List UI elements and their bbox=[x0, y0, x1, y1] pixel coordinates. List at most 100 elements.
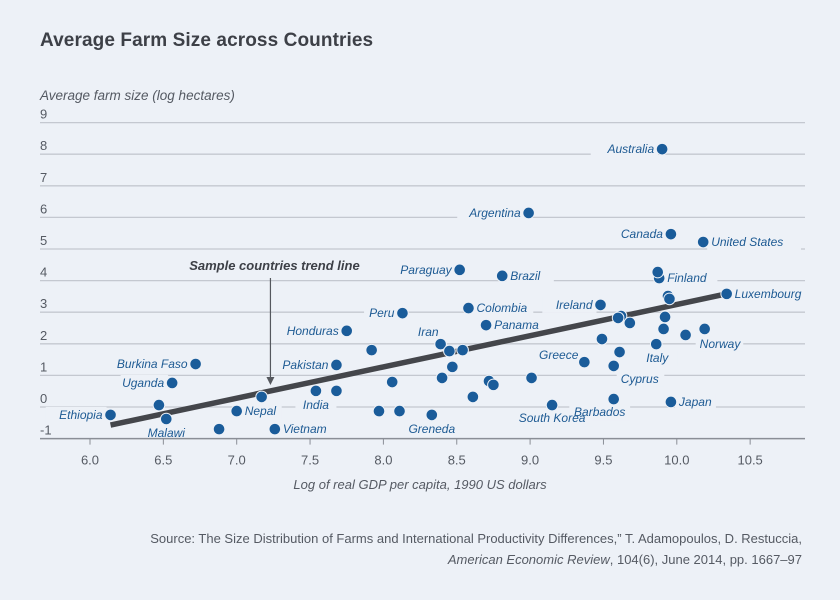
x-tick-label: 10.0 bbox=[664, 453, 689, 468]
point-label: Canada bbox=[621, 227, 663, 241]
point-greneda bbox=[425, 408, 439, 422]
point bbox=[443, 344, 456, 358]
x-tick-label: 8.0 bbox=[374, 453, 392, 468]
point bbox=[611, 311, 625, 325]
point-label: South Korea bbox=[519, 411, 586, 425]
label-background bbox=[120, 374, 169, 391]
label-background bbox=[394, 261, 456, 278]
point-luxembourg bbox=[720, 287, 733, 301]
point-label: Argentina bbox=[468, 206, 521, 220]
point-label: Ireland bbox=[556, 298, 593, 312]
source-line-2-rest: , 104(6), June 2014, pp. 1667–97 bbox=[609, 552, 802, 567]
point-label: Finland bbox=[667, 271, 707, 285]
point-canada bbox=[664, 227, 678, 241]
point-australia bbox=[655, 142, 669, 156]
label-background bbox=[511, 410, 593, 427]
point-label: Malawi bbox=[148, 426, 186, 440]
point bbox=[595, 332, 609, 346]
point-label: Greece bbox=[539, 348, 579, 362]
label-background bbox=[619, 226, 667, 243]
label-background bbox=[457, 204, 525, 221]
point-peru bbox=[396, 306, 409, 320]
y-tick-label: 8 bbox=[40, 138, 47, 153]
label-background bbox=[695, 335, 744, 352]
y-tick-label: 6 bbox=[40, 201, 47, 216]
label-background bbox=[104, 356, 192, 373]
point-italy bbox=[649, 337, 663, 351]
label-background bbox=[295, 396, 337, 413]
x-tick-label: 10.5 bbox=[737, 453, 762, 468]
point bbox=[393, 404, 406, 418]
y-axis-ticks: 9 8 7 6 5 4 3 2 1 0 -1 bbox=[40, 107, 52, 438]
point bbox=[658, 310, 672, 324]
label-background bbox=[616, 370, 665, 387]
point-united-states bbox=[696, 235, 710, 249]
point-label: Nepal bbox=[245, 404, 277, 418]
label-background bbox=[240, 403, 282, 420]
x-axis: 6.0 6.5 7.0 7.5 8.0 8.5 9.0 9.5 10.0 10.5 bbox=[40, 437, 805, 468]
y-tick-label: 4 bbox=[40, 265, 47, 280]
point-label: Burkina Faso bbox=[117, 357, 188, 371]
point-uganda bbox=[165, 376, 179, 390]
point bbox=[435, 371, 449, 385]
point bbox=[623, 316, 637, 330]
point-cyprus bbox=[607, 359, 621, 373]
y-tick-label: 9 bbox=[40, 107, 47, 122]
label-background bbox=[404, 420, 459, 437]
point-label: Colombia bbox=[476, 301, 527, 315]
point-label: Panama bbox=[494, 318, 539, 332]
point-label: Iran bbox=[418, 325, 439, 339]
label-background bbox=[271, 356, 333, 373]
point-label: Pakistan bbox=[282, 358, 328, 372]
source-line-1: Source: The Size Distribution of Farms a… bbox=[150, 531, 802, 546]
label-background bbox=[490, 317, 538, 334]
point bbox=[385, 375, 399, 389]
point-label: Greneda bbox=[408, 422, 455, 436]
x-tick-label: 6.5 bbox=[154, 453, 172, 468]
point-brazil bbox=[495, 269, 509, 283]
label-background bbox=[45, 406, 107, 423]
label-background bbox=[542, 296, 597, 313]
x-tick-label: 7.0 bbox=[228, 453, 246, 468]
x-tick-label: 9.0 bbox=[521, 453, 539, 468]
y-tick-label: 2 bbox=[40, 328, 47, 343]
label-background bbox=[663, 270, 718, 287]
point-honduras bbox=[340, 324, 354, 338]
label-background bbox=[674, 393, 716, 410]
label-background bbox=[408, 324, 443, 341]
point-labels: Australia Argentina Canada United States Par… bbox=[59, 142, 802, 440]
point-vietnam bbox=[268, 422, 282, 436]
point bbox=[613, 345, 626, 359]
point-pakistan bbox=[330, 358, 343, 372]
source-citation: Source: The Size Distribution of Farms a… bbox=[150, 528, 802, 570]
x-tick-label: 9.5 bbox=[594, 453, 612, 468]
annotation-arrow-head bbox=[266, 376, 275, 385]
point-label: Italy bbox=[646, 351, 669, 365]
point-label: Australia bbox=[606, 142, 654, 156]
point bbox=[487, 378, 500, 392]
point bbox=[152, 398, 166, 412]
point-norway bbox=[698, 322, 711, 336]
point bbox=[663, 292, 676, 306]
point bbox=[679, 328, 692, 342]
trend-line bbox=[109, 291, 728, 428]
label-background bbox=[534, 347, 583, 364]
point-japan bbox=[664, 395, 678, 409]
point bbox=[372, 404, 386, 418]
trend-line-group: Sample countries trend line bbox=[109, 258, 728, 428]
point-argentina bbox=[522, 206, 535, 220]
point-label: Honduras bbox=[287, 324, 339, 338]
point bbox=[255, 390, 268, 404]
point bbox=[456, 343, 469, 357]
y-tick-label: 0 bbox=[40, 391, 47, 406]
point bbox=[365, 343, 378, 357]
data-points bbox=[104, 142, 733, 436]
label-background bbox=[506, 267, 554, 284]
point bbox=[212, 422, 226, 436]
label-background bbox=[281, 322, 343, 339]
x-axis-label: Log of real GDP per capita, 1990 US doll… bbox=[293, 477, 547, 492]
x-tick-label: 8.5 bbox=[448, 453, 466, 468]
point-india bbox=[309, 384, 323, 398]
point-label: Cyprus bbox=[621, 372, 659, 386]
point-label: United States bbox=[711, 235, 783, 249]
